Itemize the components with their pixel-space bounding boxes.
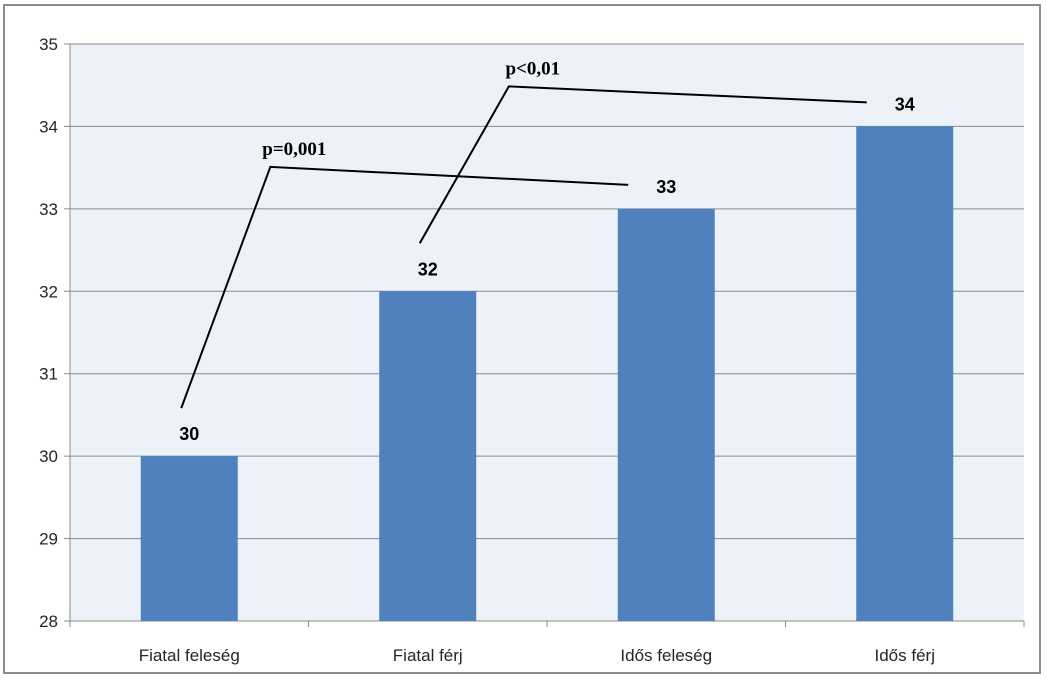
data-label: 32 — [418, 259, 438, 279]
y-tick-label: 34 — [39, 117, 58, 136]
data-label: 34 — [895, 94, 915, 114]
data-label: 33 — [656, 177, 676, 197]
bar — [379, 291, 477, 621]
bar — [617, 208, 715, 621]
y-tick-label: 32 — [39, 282, 58, 301]
y-tick-label: 29 — [39, 530, 58, 549]
significance-line — [180, 165, 629, 409]
category-label: Idős feleség — [620, 646, 712, 665]
significance-line — [418, 85, 867, 244]
y-tick-label: 31 — [39, 365, 58, 384]
data-label: 30 — [179, 424, 199, 444]
category-label: Fiatal feleség — [139, 646, 240, 665]
category-label: Fiatal férj — [393, 646, 463, 665]
bar — [856, 126, 954, 621]
p-value-annotation: p<0,01 — [506, 58, 561, 79]
chart-frame: 28 29 30 31 32 33 34 35 Fiatal feleség 30 Fiatal f… — [3, 4, 1041, 674]
y-tick-label: 30 — [39, 447, 58, 466]
y-tick-label: 35 — [39, 35, 58, 54]
p-value-annotation: p=0,001 — [262, 139, 326, 160]
y-tick-label: 28 — [39, 612, 58, 631]
y-tick-label: 33 — [39, 200, 58, 219]
bar — [140, 456, 238, 621]
category-label: Idős férj — [875, 646, 935, 665]
bar-chart: 28 29 30 31 32 33 34 35 Fiatal feleség 30 Fiatal f… — [39, 35, 1025, 665]
